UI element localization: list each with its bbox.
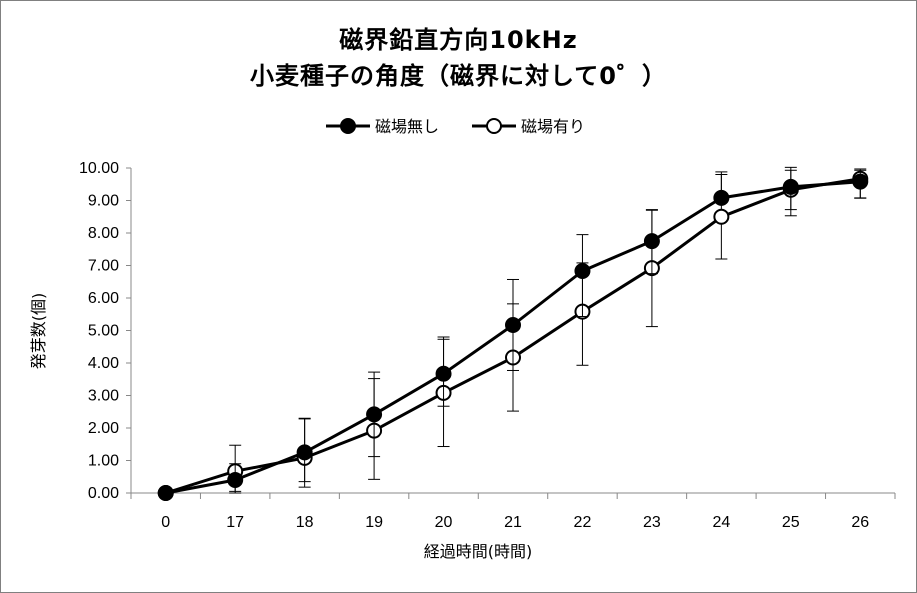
x-tick-label: 20 bbox=[435, 514, 453, 531]
legend: 磁場無し 磁場有り bbox=[326, 117, 585, 136]
x-axis-label: 経過時間(時間) bbox=[424, 542, 533, 561]
y-tick-label: 5.00 bbox=[88, 323, 119, 340]
x-tick-label: 18 bbox=[296, 514, 314, 531]
x-tick-label: 0 bbox=[161, 514, 170, 531]
data-point bbox=[782, 178, 799, 195]
legend-marker-no-field bbox=[340, 118, 356, 134]
data-point bbox=[713, 189, 730, 206]
data-point bbox=[366, 406, 383, 423]
data-point bbox=[435, 365, 452, 382]
y-tick-label: 3.00 bbox=[88, 388, 119, 405]
y-tick-label: 8.00 bbox=[88, 225, 119, 242]
x-tick-label: 26 bbox=[851, 514, 869, 531]
y-tick-label: 10.00 bbox=[79, 160, 119, 177]
data-point bbox=[505, 316, 521, 333]
data-point bbox=[157, 485, 174, 501]
series-no-field bbox=[157, 166, 869, 501]
data-point bbox=[852, 173, 869, 190]
x-tick-label: 25 bbox=[782, 514, 800, 531]
data-point bbox=[643, 233, 660, 250]
x-tick-label: 24 bbox=[712, 514, 730, 531]
x-tick-label: 22 bbox=[574, 514, 592, 531]
x-tick-label: 21 bbox=[504, 514, 522, 531]
y-tick-label: 6.00 bbox=[88, 290, 119, 307]
y-tick-label: 7.00 bbox=[88, 258, 119, 275]
y-axis-label: 発芽数(個) bbox=[29, 293, 48, 370]
y-tick-label: 4.00 bbox=[88, 355, 119, 372]
x-tick-label: 23 bbox=[643, 514, 661, 531]
data-point bbox=[713, 208, 730, 225]
chart-subtitle: 小麦種子の角度（磁界に対して0゜） bbox=[250, 62, 667, 90]
data-point bbox=[574, 263, 591, 280]
data-point bbox=[296, 444, 313, 461]
x-tick-label: 19 bbox=[365, 514, 383, 531]
series-layer bbox=[157, 166, 869, 501]
y-tick-label: 0.00 bbox=[88, 485, 119, 502]
y-tick-label: 1.00 bbox=[88, 453, 119, 470]
chart-title: 磁界鉛直方向10kHz bbox=[339, 26, 578, 54]
data-point bbox=[227, 472, 244, 488]
y-tick-label: 9.00 bbox=[88, 193, 119, 210]
x-tick-group: 0 17 18 19 20 21 22 23 24 25 26 bbox=[130, 493, 896, 531]
legend-label-no-field: 磁場無し bbox=[375, 117, 439, 136]
legend-marker-with-field bbox=[486, 118, 502, 134]
y-tick-group: 0.00 1.00 2.00 3.00 4.00 5.00 6.00 7.00 8.00 9.00… bbox=[79, 160, 131, 502]
y-tick-label: 2.00 bbox=[88, 420, 119, 437]
legend-label-with-field: 磁場有り bbox=[521, 117, 585, 136]
x-tick-label: 17 bbox=[226, 514, 244, 531]
